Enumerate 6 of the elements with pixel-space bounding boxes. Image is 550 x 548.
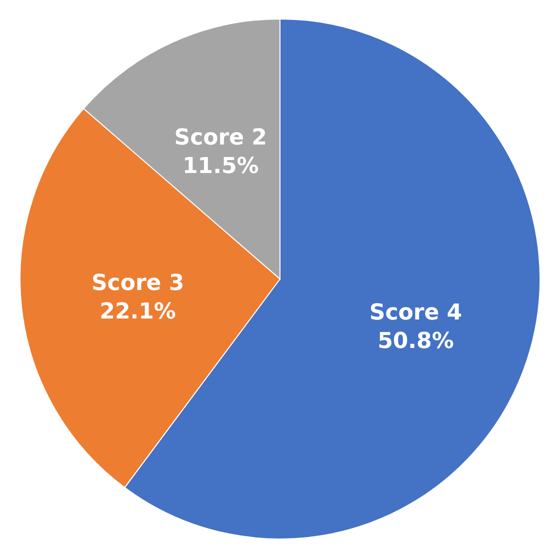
slice-label: Score 3 <box>91 271 184 296</box>
data-label: 50.8% <box>378 329 454 354</box>
data-label: 22.1% <box>100 300 176 325</box>
slice-label: Score 2 <box>174 126 268 151</box>
data-label: 11.5% <box>182 154 259 180</box>
slice-label: Score 4 <box>369 300 462 326</box>
